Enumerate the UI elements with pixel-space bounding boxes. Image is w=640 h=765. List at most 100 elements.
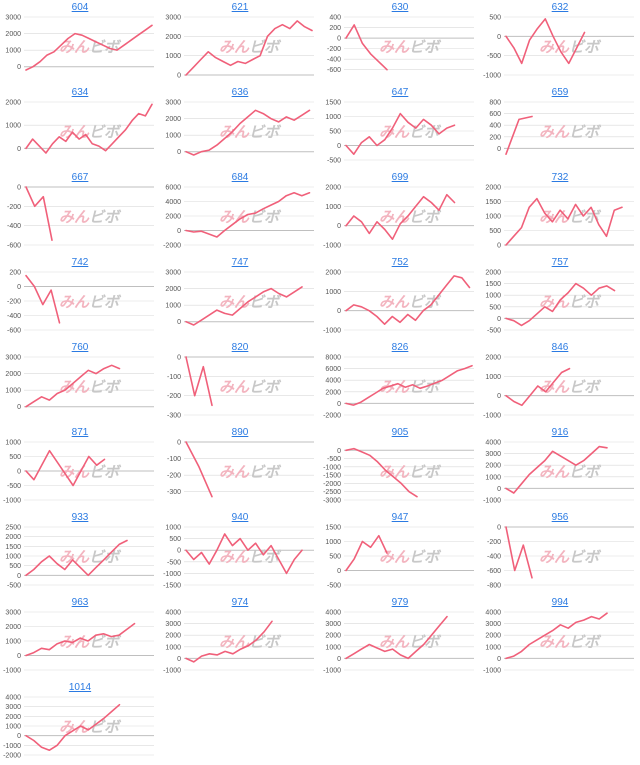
chart-title-link[interactable]: 979 — [391, 597, 409, 608]
chart-card: 747 3000 2000 1000 0 みんビボ — [160, 255, 320, 340]
y-tick-label: 4000 — [485, 610, 501, 617]
y-tick-label: 2000 — [325, 270, 341, 277]
y-tick-label: 500 — [489, 228, 501, 235]
y-tick-label: 500 — [329, 129, 341, 136]
y-tick-label: 0 — [497, 34, 501, 41]
chart-title-link[interactable]: 732 — [551, 172, 569, 183]
watermark-logo: みんビボ — [539, 378, 602, 396]
chart-card: 632 500 0 -500 -1000 みんビボ — [480, 0, 640, 85]
series-line — [185, 356, 213, 407]
chart-title-link[interactable]: 699 — [391, 172, 409, 183]
y-tick-label: 400 — [329, 15, 341, 22]
chart-card: 933 2500 2000 1500 1000 500 0 -500 みんビボ — [0, 510, 160, 595]
chart-title-link[interactable]: 742 — [71, 257, 89, 268]
chart-title-link[interactable]: 747 — [231, 257, 249, 268]
series-line — [505, 115, 533, 156]
chart-title-link[interactable]: 916 — [551, 427, 569, 438]
chart-title-link[interactable]: 826 — [391, 342, 409, 353]
y-tick-label: 4000 — [5, 695, 21, 702]
chart-title-link[interactable]: 956 — [551, 512, 569, 523]
chart-title-link[interactable]: 647 — [391, 87, 409, 98]
watermark-logo: みんビボ — [219, 38, 282, 56]
y-tick-label: 1000 — [165, 133, 181, 140]
y-tick-label: 3000 — [165, 15, 181, 22]
chart-title-link[interactable]: 752 — [391, 257, 409, 268]
y-tick-label: -500 — [167, 559, 181, 566]
series-line — [505, 282, 616, 327]
chart-title-link[interactable]: 905 — [391, 427, 409, 438]
chart-card: 826 8000 6000 4000 2000 0 -2000 みんビボ — [320, 340, 480, 425]
y-tick-label: 0 — [497, 656, 501, 663]
watermark-logo: みんビボ — [539, 38, 602, 56]
y-tick-label: 0 — [17, 185, 21, 192]
y-tick-label: 500 — [489, 304, 501, 311]
chart-title-link[interactable]: 994 — [551, 597, 569, 608]
y-tick-label: 0 — [177, 548, 181, 555]
watermark-logo: みんビボ — [379, 208, 442, 226]
series-line — [25, 703, 121, 752]
chart-title-link[interactable]: 890 — [231, 427, 249, 438]
chart-title-link[interactable]: 947 — [391, 512, 409, 523]
line-chart: 2000 1000 0 -1000 みんビボ — [323, 270, 474, 335]
y-tick-label: -1000 — [483, 73, 501, 80]
line-chart: 4000 3000 2000 1000 0 -1000 みんビボ — [483, 440, 634, 505]
chart-card: 979 4000 3000 2000 1000 0 -1000 みんビボ — [320, 595, 480, 680]
y-tick-label: 2000 — [5, 624, 21, 631]
y-tick-label: 0 — [337, 401, 341, 408]
chart-title-link[interactable]: 871 — [71, 427, 89, 438]
chart-title-link[interactable]: 757 — [551, 257, 569, 268]
series-line — [345, 112, 456, 156]
watermark-logo: みんビボ — [379, 463, 442, 481]
chart-title-link[interactable]: 940 — [231, 512, 249, 523]
chart-card: 699 2000 1000 0 -1000 みんビボ — [320, 170, 480, 255]
y-tick-label: 400 — [489, 123, 501, 130]
y-tick-label: 0 — [337, 143, 341, 150]
chart-title-link[interactable]: 632 — [551, 2, 569, 13]
chart-title-link[interactable]: 933 — [71, 512, 89, 523]
y-tick-label: 0 — [177, 149, 181, 156]
series-line — [25, 186, 53, 242]
y-tick-label: 2000 — [485, 185, 501, 192]
y-tick-label: 1000 — [165, 303, 181, 310]
y-tick-label: -1000 — [323, 464, 341, 471]
watermark-logo: みんビボ — [219, 293, 282, 311]
y-tick-label: -400 — [7, 223, 21, 230]
y-tick-label: 1500 — [325, 100, 341, 107]
chart-title-link[interactable]: 974 — [231, 597, 249, 608]
y-tick-label: 3000 — [5, 355, 21, 362]
chart-title-link[interactable]: 846 — [551, 342, 569, 353]
chart-title-link[interactable]: 760 — [71, 342, 89, 353]
chart-title-link[interactable]: 630 — [391, 2, 409, 13]
chart-title-link[interactable]: 659 — [551, 87, 569, 98]
y-tick-label: 500 — [9, 563, 21, 570]
y-tick-label: -1000 — [3, 668, 21, 675]
chart-title-link[interactable]: 621 — [231, 2, 249, 13]
line-chart: 0 -100 -200 -300 みんビボ — [167, 355, 314, 420]
chart-card: 940 1000 500 0 -500 -1000 -1500 みんビボ — [160, 510, 320, 595]
chart-title-link[interactable]: 604 — [71, 2, 89, 13]
y-tick-label: -600 — [7, 328, 21, 335]
y-tick-label: -200 — [7, 204, 21, 211]
y-tick-label: -200 — [7, 299, 21, 306]
chart-title-link[interactable]: 963 — [71, 597, 89, 608]
chart-title-link[interactable]: 684 — [231, 172, 249, 183]
chart-title-link[interactable]: 634 — [71, 87, 89, 98]
chart-title-link[interactable]: 667 — [71, 172, 89, 183]
chart-title-link[interactable]: 636 — [231, 87, 249, 98]
y-tick-label: 1000 — [325, 539, 341, 546]
y-tick-label: 3000 — [165, 270, 181, 277]
y-tick-label: 1000 — [5, 554, 21, 561]
y-tick-label: 1000 — [325, 289, 341, 296]
watermark-logo: みんビボ — [59, 208, 122, 226]
y-tick-label: 3000 — [485, 621, 501, 628]
line-chart: 3000 2000 1000 0 みんビボ — [165, 270, 314, 326]
y-tick-label: 2000 — [5, 371, 21, 378]
y-tick-label: 1500 — [5, 544, 21, 551]
chart-title-link[interactable]: 820 — [231, 342, 249, 353]
y-tick-label: -500 — [7, 583, 21, 590]
line-chart: 2000 1000 0 -1000 みんビボ — [483, 355, 634, 420]
watermark-logo: みんビボ — [219, 378, 282, 396]
chart-title-link[interactable]: 1014 — [68, 682, 92, 693]
